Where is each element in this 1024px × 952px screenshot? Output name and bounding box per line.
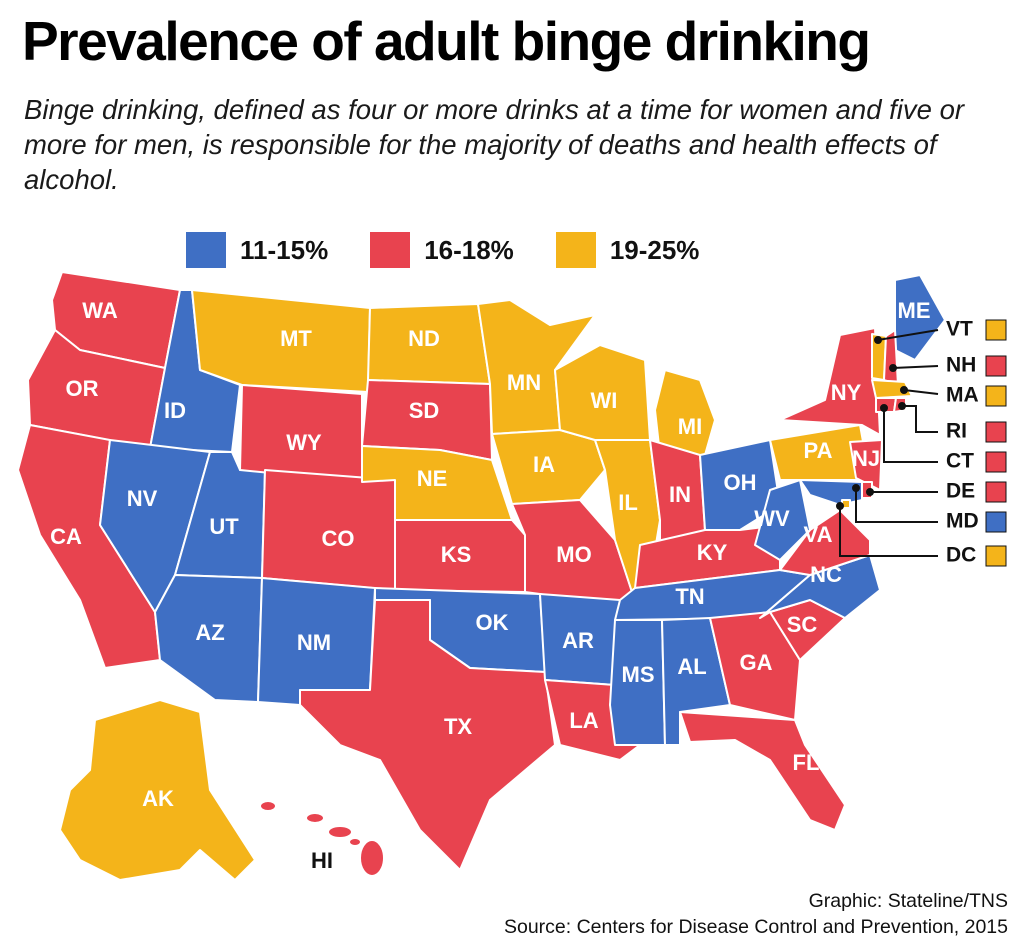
callout-label: CT <box>946 450 974 473</box>
legend-swatch-low <box>186 232 226 268</box>
state-label: MO <box>556 542 591 567</box>
state-label: UT <box>209 514 239 539</box>
state-label: TX <box>444 714 472 739</box>
callout-label: RI <box>946 420 967 443</box>
state-shape-wv <box>754 479 811 561</box>
state-shape-ga <box>709 611 801 721</box>
state-label: AL <box>677 654 706 679</box>
state-shape-mi <box>654 369 716 456</box>
state-shape-ak <box>59 699 256 881</box>
state-label: IN <box>669 482 691 507</box>
state-label: LA <box>569 708 598 733</box>
legend-label-low: 11-15% <box>240 234 329 265</box>
legend-swatch-mid <box>370 232 411 268</box>
state-label: FL <box>793 750 820 775</box>
callout-swatch <box>985 385 1007 407</box>
state-shape-md <box>799 479 863 506</box>
legend-item-mid: 16-18% <box>370 232 514 268</box>
callout-swatch <box>985 451 1007 473</box>
legend: 11-15% 16-18% 19-25% <box>186 232 699 268</box>
state-shape-tx <box>299 599 556 871</box>
state-label: NM <box>297 630 331 655</box>
subtitle: Binge drinking, defined as four or more … <box>24 94 965 195</box>
state-label: HI <box>311 848 333 873</box>
legend-item-low: 11-15% <box>186 232 328 268</box>
state-shape-mt <box>191 289 371 393</box>
state-label: AZ <box>195 620 224 645</box>
callout-label: DE <box>946 480 975 503</box>
state-label: PA <box>804 438 833 463</box>
state-label: VA <box>804 522 833 547</box>
us-map: WA OR CA ID NV UT AZ MT WY CO NM ND SD N… <box>17 271 1007 881</box>
state-shape-ms <box>609 619 666 746</box>
state-label: WV <box>754 506 790 531</box>
state-label: NV <box>127 486 158 511</box>
state-label: OR <box>66 376 99 401</box>
callout-swatch <box>985 545 1007 567</box>
state-shape-hi <box>259 800 385 877</box>
state-label: ND <box>408 326 440 351</box>
state-label: OK <box>476 610 509 635</box>
legend-label-mid: 16-18% <box>424 234 514 265</box>
legend-label-high: 19-25% <box>609 234 700 265</box>
state-shape-ny <box>779 327 881 436</box>
state-shapes <box>17 271 946 881</box>
callout-swatch <box>985 511 1007 533</box>
state-label: NY <box>831 380 862 405</box>
legend-item-high: 19-25% <box>555 232 700 268</box>
callout-swatch <box>985 421 1007 443</box>
state-label: KS <box>441 542 472 567</box>
state-label: IA <box>533 452 555 477</box>
state-label: WI <box>591 388 618 413</box>
state-label: WY <box>286 430 322 455</box>
state-label: NJ <box>852 446 880 471</box>
state-label: OH <box>724 470 757 495</box>
state-label: KY <box>697 540 728 565</box>
state-label: TN <box>675 584 704 609</box>
state-label: ME <box>898 298 931 323</box>
state-labels: WA OR CA ID NV UT AZ MT WY CO NM ND SD N… <box>50 298 930 873</box>
state-label: AK <box>142 786 174 811</box>
callout-label: MA <box>946 384 979 407</box>
state-label: CA <box>50 524 82 549</box>
state-shape-fl <box>679 711 846 831</box>
callout-label: DC <box>946 544 976 567</box>
state-label: MT <box>280 326 312 351</box>
callout-swatch <box>985 481 1007 503</box>
state-shape-oh <box>699 439 781 531</box>
state-label: MS <box>622 662 655 687</box>
state-label: ID <box>164 398 186 423</box>
callouts: VT NH MA RI CT DE MD DC <box>946 318 1007 567</box>
state-shape-nj <box>849 439 883 491</box>
credit: Graphic: Stateline/TNS Source: Centers f… <box>504 888 1008 940</box>
callout-swatch <box>985 319 1007 341</box>
graphic-credit: Graphic: Stateline/TNS <box>808 890 1008 912</box>
callout-swatch <box>985 355 1007 377</box>
callout-label: NH <box>946 354 976 377</box>
state-label: IL <box>618 490 638 515</box>
state-label: SC <box>787 612 818 637</box>
state-label: SD <box>409 398 440 423</box>
callout-label: MD <box>946 510 979 533</box>
state-label: WA <box>82 298 118 323</box>
state-label: GA <box>740 650 773 675</box>
state-label: MN <box>507 370 541 395</box>
state-shape-ma <box>871 379 913 399</box>
callout-label: VT <box>946 318 973 341</box>
state-label: NE <box>417 466 448 491</box>
state-label: MI <box>678 414 702 439</box>
state-label: AR <box>562 628 594 653</box>
callout-lines <box>836 329 939 557</box>
state-label: CO <box>322 526 355 551</box>
state-label: NC <box>810 562 842 587</box>
page-title: Prevalence of adult binge drinking <box>22 10 871 72</box>
legend-swatch-high <box>555 232 596 268</box>
source-credit: Source: Centers for Disease Control and … <box>503 916 1008 938</box>
